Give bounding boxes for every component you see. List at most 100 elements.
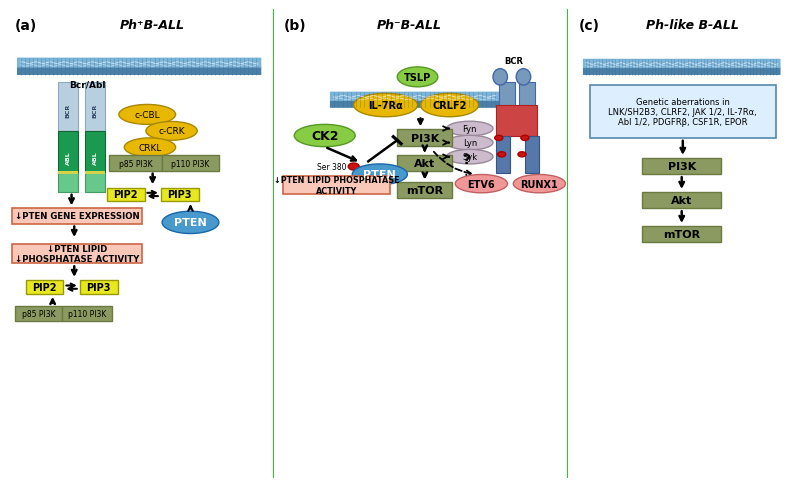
FancyBboxPatch shape: [110, 156, 162, 171]
FancyBboxPatch shape: [15, 307, 62, 321]
Text: PI3K: PI3K: [668, 162, 696, 172]
Ellipse shape: [447, 150, 493, 164]
FancyBboxPatch shape: [58, 174, 78, 192]
Text: Fyn: Fyn: [463, 125, 477, 134]
Text: Ph⁻B-ALL: Ph⁻B-ALL: [376, 19, 441, 32]
Text: PIP3: PIP3: [168, 190, 192, 200]
Text: ↓PTEN LIPID
↓PHOSPHATASE ACTIVITY: ↓PTEN LIPID ↓PHOSPHATASE ACTIVITY: [15, 244, 139, 264]
Text: PIP3: PIP3: [87, 283, 111, 293]
Text: ABL: ABL: [93, 150, 98, 164]
Text: c-CBL: c-CBL: [134, 111, 160, 120]
Ellipse shape: [456, 175, 507, 193]
FancyBboxPatch shape: [525, 136, 539, 174]
Text: Ph⁺B-ALL: Ph⁺B-ALL: [120, 19, 185, 32]
FancyBboxPatch shape: [85, 172, 105, 175]
FancyBboxPatch shape: [17, 67, 262, 76]
FancyBboxPatch shape: [58, 132, 78, 174]
Text: Genetic aberrations in
LNK/SH2B3, CLRF2, JAK 1/2, IL-7Rα,
Abl 1/2, PDGFRβ, CSF1R: Genetic aberrations in LNK/SH2B3, CLRF2,…: [608, 98, 757, 127]
FancyBboxPatch shape: [398, 130, 452, 147]
Text: (c): (c): [579, 19, 600, 33]
Text: Bcr/Abl: Bcr/Abl: [69, 80, 106, 89]
FancyBboxPatch shape: [62, 307, 112, 321]
FancyBboxPatch shape: [398, 156, 452, 171]
Ellipse shape: [119, 105, 176, 125]
Text: Akt: Akt: [671, 196, 692, 206]
FancyBboxPatch shape: [25, 281, 64, 294]
FancyBboxPatch shape: [642, 227, 721, 243]
Text: BCR: BCR: [66, 103, 71, 118]
FancyBboxPatch shape: [496, 106, 537, 136]
Text: CRKL: CRKL: [138, 143, 161, 152]
Text: BCR: BCR: [504, 57, 523, 66]
Ellipse shape: [421, 94, 479, 118]
Text: TSLP: TSLP: [404, 73, 431, 82]
Ellipse shape: [124, 139, 176, 157]
Text: c-CRK: c-CRK: [158, 127, 185, 136]
Text: ABL: ABL: [66, 150, 71, 164]
Text: p85 PI3K: p85 PI3K: [21, 309, 55, 319]
Text: (b): (b): [284, 19, 307, 33]
Text: (a): (a): [15, 19, 37, 33]
FancyBboxPatch shape: [583, 68, 781, 76]
Ellipse shape: [354, 94, 417, 118]
FancyBboxPatch shape: [330, 92, 499, 102]
FancyBboxPatch shape: [12, 208, 142, 224]
Ellipse shape: [447, 136, 493, 150]
Text: PTEN: PTEN: [363, 170, 396, 180]
Text: Ph-like B-ALL: Ph-like B-ALL: [646, 19, 739, 32]
Ellipse shape: [348, 163, 359, 171]
Text: p85 PI3K: p85 PI3K: [119, 159, 153, 168]
Text: Lyn: Lyn: [463, 139, 477, 148]
FancyBboxPatch shape: [17, 59, 262, 68]
Ellipse shape: [493, 69, 507, 86]
FancyBboxPatch shape: [85, 82, 105, 132]
Text: Akt: Akt: [414, 159, 436, 169]
Text: RUNX1: RUNX1: [521, 179, 558, 189]
Ellipse shape: [352, 164, 407, 185]
Ellipse shape: [162, 212, 219, 234]
Text: Syk: Syk: [462, 153, 477, 162]
Text: mTOR: mTOR: [406, 186, 444, 196]
FancyBboxPatch shape: [330, 101, 499, 109]
Text: ?: ?: [463, 153, 471, 167]
Text: ETV6: ETV6: [467, 179, 495, 189]
Ellipse shape: [494, 136, 503, 141]
Text: IL-7Rα: IL-7Rα: [368, 101, 403, 111]
Ellipse shape: [294, 125, 355, 147]
Text: Ser 380: Ser 380: [317, 163, 347, 172]
Text: PI3K: PI3K: [411, 133, 439, 143]
Text: p110 PI3K: p110 PI3K: [68, 309, 107, 319]
FancyBboxPatch shape: [85, 174, 105, 192]
FancyBboxPatch shape: [58, 172, 78, 175]
Text: mTOR: mTOR: [663, 230, 700, 240]
FancyBboxPatch shape: [590, 86, 776, 139]
Ellipse shape: [518, 152, 526, 158]
FancyBboxPatch shape: [161, 188, 199, 202]
FancyBboxPatch shape: [519, 82, 535, 115]
FancyBboxPatch shape: [642, 159, 721, 175]
FancyBboxPatch shape: [398, 183, 452, 198]
FancyBboxPatch shape: [496, 136, 510, 174]
FancyBboxPatch shape: [162, 156, 219, 171]
FancyBboxPatch shape: [107, 188, 145, 202]
FancyBboxPatch shape: [583, 60, 781, 69]
Ellipse shape: [521, 136, 529, 141]
FancyBboxPatch shape: [498, 82, 514, 115]
Text: CRLF2: CRLF2: [432, 101, 467, 111]
Text: PIP2: PIP2: [114, 190, 138, 200]
Text: p110 PI3K: p110 PI3K: [171, 159, 210, 168]
Ellipse shape: [398, 68, 438, 88]
FancyBboxPatch shape: [12, 244, 142, 264]
FancyBboxPatch shape: [80, 281, 118, 294]
Text: BCR: BCR: [93, 103, 98, 118]
Text: PTEN: PTEN: [174, 218, 207, 228]
Ellipse shape: [516, 69, 531, 86]
Ellipse shape: [145, 122, 197, 141]
Text: CK2: CK2: [311, 130, 339, 142]
Ellipse shape: [498, 152, 506, 158]
Text: PIP2: PIP2: [33, 283, 56, 293]
FancyBboxPatch shape: [642, 193, 721, 209]
FancyBboxPatch shape: [85, 132, 105, 174]
FancyBboxPatch shape: [58, 82, 78, 132]
FancyBboxPatch shape: [282, 177, 390, 195]
